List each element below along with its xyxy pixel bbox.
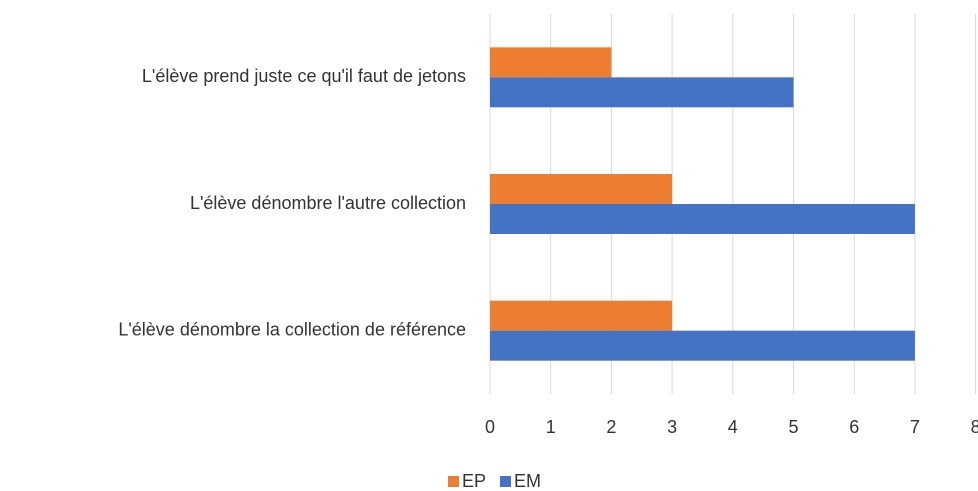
- bar: [490, 174, 673, 204]
- legend-swatch: [448, 476, 459, 487]
- bar: [490, 47, 612, 78]
- y-tick-label: L'élève prend juste ce qu'il faut de jet…: [142, 66, 466, 86]
- x-tick-label: 0: [485, 417, 495, 437]
- x-tick-label: 7: [910, 417, 920, 437]
- y-tick-label: L'élève dénombre l'autre collection: [190, 193, 466, 213]
- x-tick-label: 4: [728, 417, 738, 437]
- bar: [490, 77, 794, 108]
- y-tick-label: L'élève dénombre la collection de référe…: [118, 319, 466, 339]
- x-tick-label: 8: [971, 417, 978, 437]
- legend-label: EP: [462, 471, 486, 491]
- x-tick-label: 5: [788, 417, 798, 437]
- x-tick-label: 6: [849, 417, 859, 437]
- bar: [490, 300, 673, 331]
- bar: [490, 204, 915, 234]
- x-tick-label: 2: [606, 417, 616, 437]
- x-tick-label: 3: [667, 417, 677, 437]
- bar: [490, 330, 915, 361]
- legend-label: EM: [514, 471, 541, 491]
- legend-swatch: [500, 476, 512, 487]
- x-tick-label: 1: [546, 417, 556, 437]
